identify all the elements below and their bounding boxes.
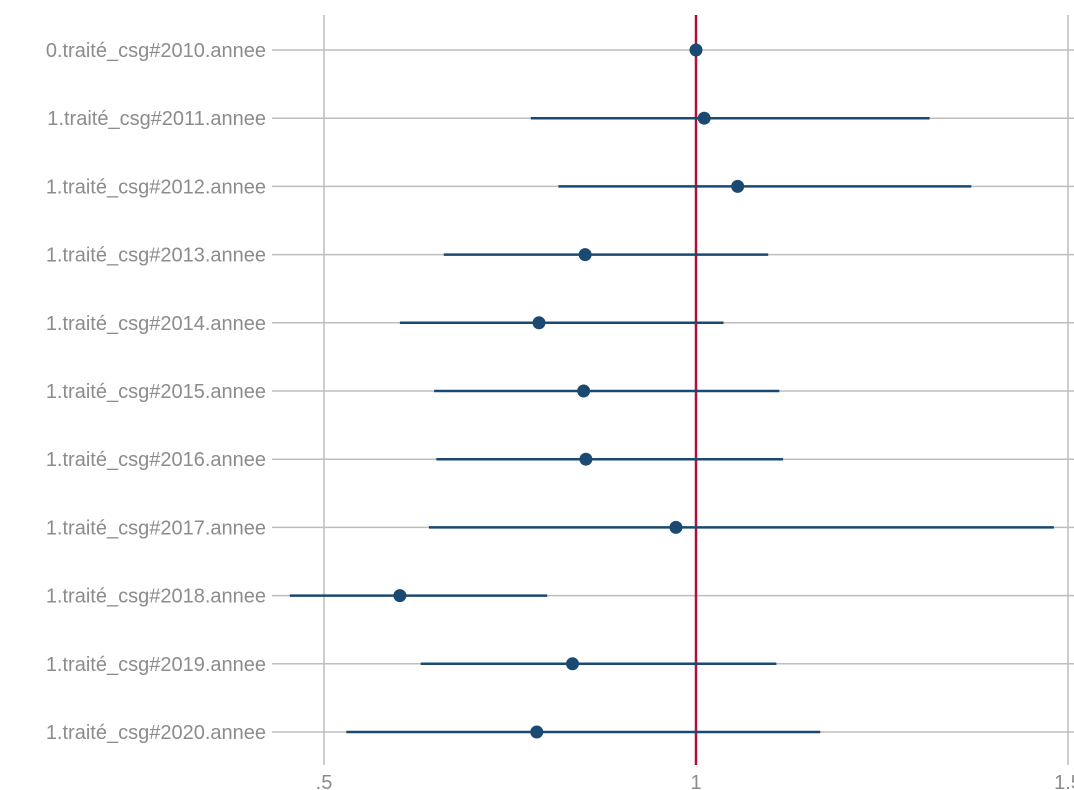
category-label: 1.traité_csg#2019.annee	[46, 654, 266, 676]
point-estimate	[579, 452, 593, 466]
point-estimate	[565, 657, 579, 671]
category-labels: 0.traité_csg#2010.annee 1.traité_csg#2011…	[46, 40, 266, 744]
point-estimate	[731, 179, 745, 193]
category-label: 1.traité_csg#2012.annee	[46, 176, 266, 198]
point-estimate	[530, 725, 544, 739]
point-estimates	[393, 43, 745, 739]
point-estimate	[689, 43, 703, 57]
point-estimate	[697, 111, 711, 125]
category-label: 1.traité_csg#2020.annee	[46, 722, 266, 744]
point-estimate	[578, 248, 592, 262]
category-label: 1.traité_csg#2011.annee	[47, 108, 266, 130]
category-label: 1.traité_csg#2013.annee	[46, 245, 266, 267]
category-label: 1.traité_csg#2018.annee	[46, 586, 266, 608]
point-estimate	[393, 589, 407, 603]
category-label: 1.traité_csg#2014.annee	[46, 313, 266, 335]
confidence-intervals	[289, 116, 1054, 734]
category-label: 1.traité_csg#2017.annee	[46, 517, 266, 539]
category-label: 1.traité_csg#2016.annee	[46, 449, 266, 471]
point-estimate	[532, 316, 546, 330]
x-tick-label: 1	[690, 772, 701, 790]
point-estimate	[669, 520, 683, 534]
category-label: 0.traité_csg#2010.annee	[46, 40, 266, 62]
x-tick-label: .5	[316, 772, 333, 790]
x-tick-labels: .5 1 1.5	[316, 772, 1074, 790]
x-tick-label: 1.5	[1054, 772, 1074, 790]
category-label: 1.traité_csg#2015.annee	[46, 381, 266, 403]
point-estimate	[577, 384, 591, 398]
